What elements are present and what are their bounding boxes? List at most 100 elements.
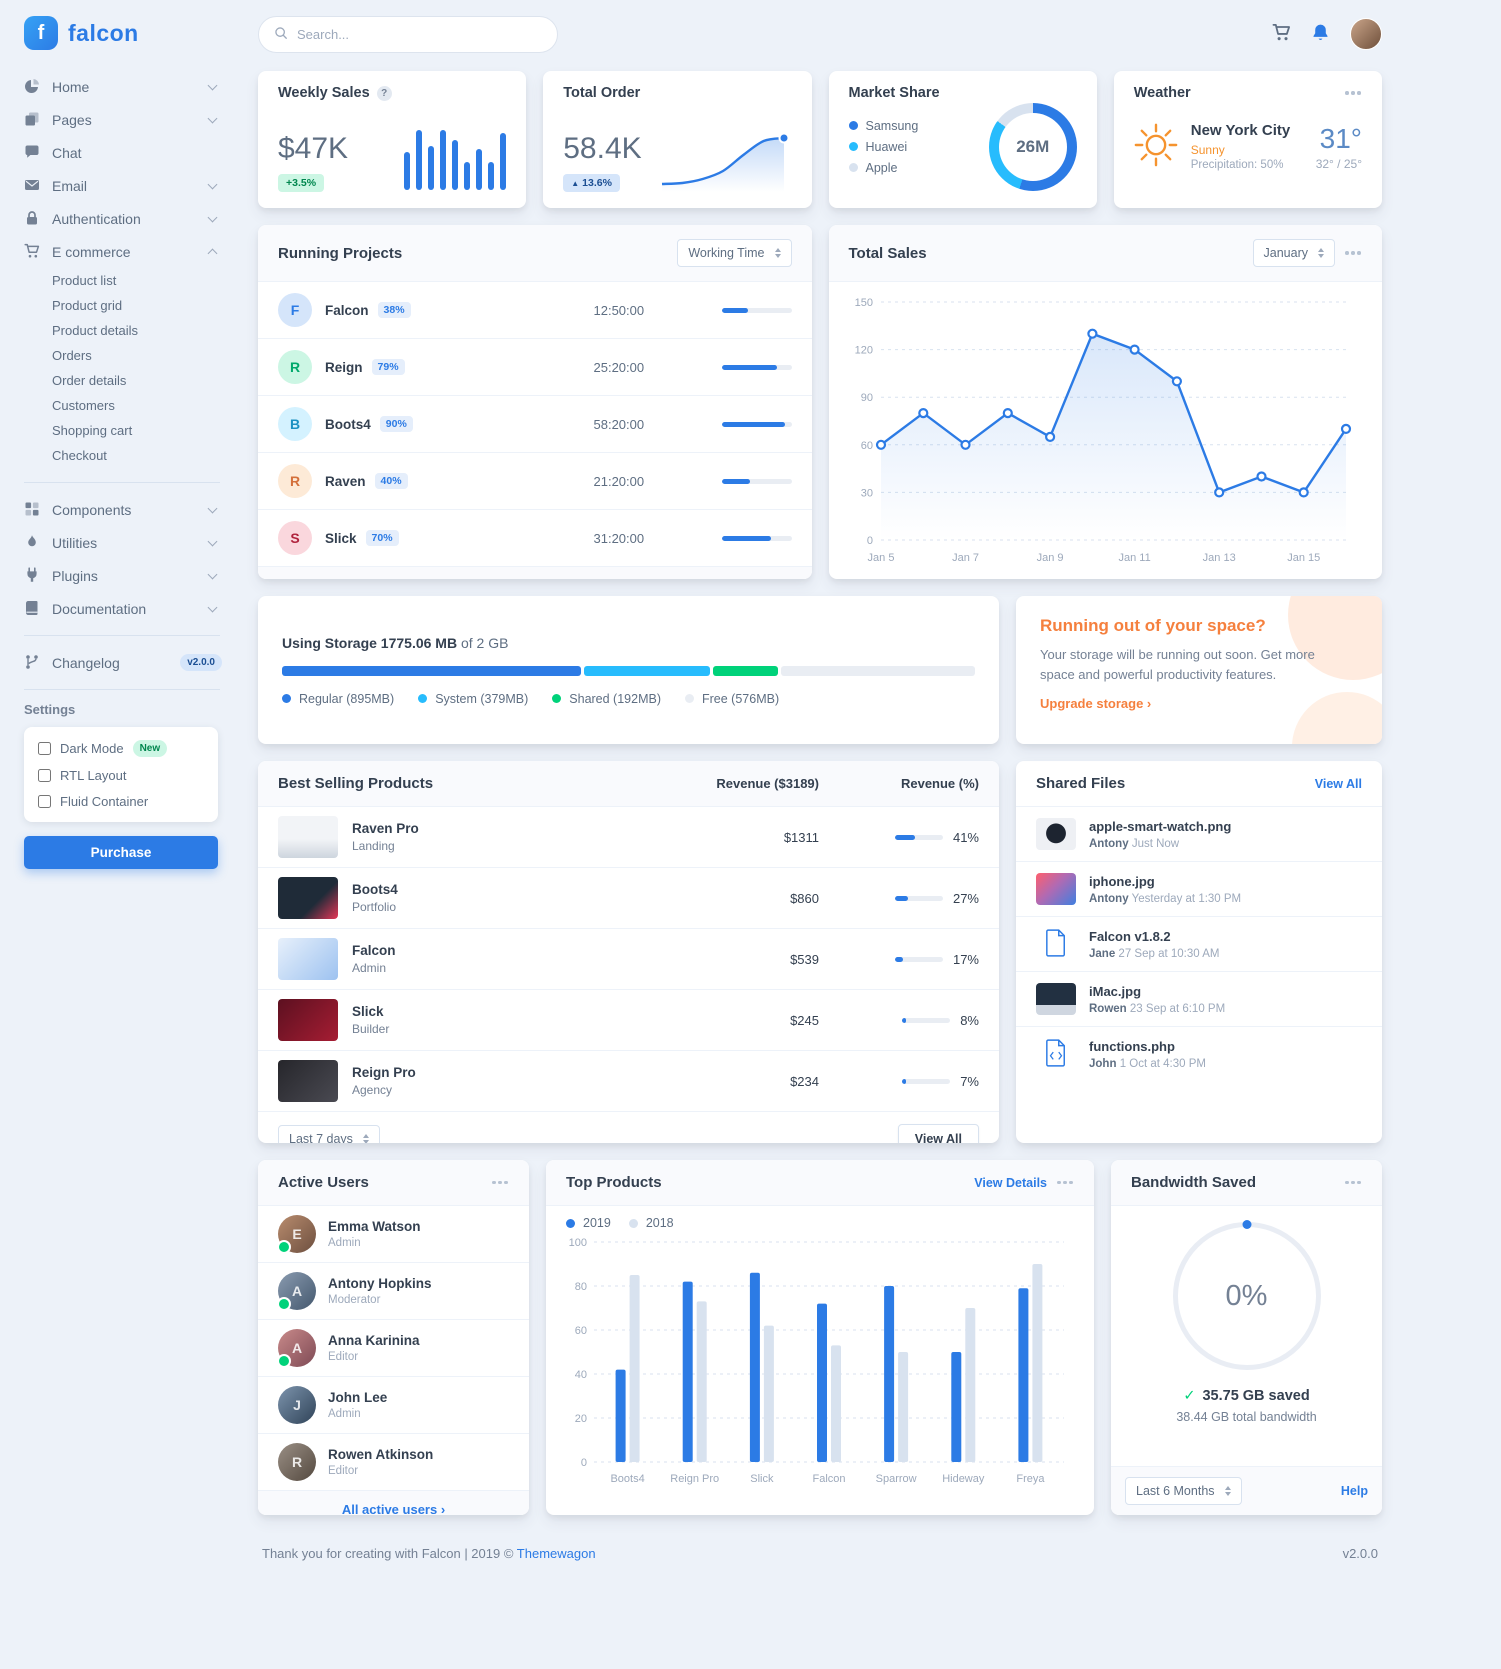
user-name-link[interactable]: Anna Karinina (328, 1333, 420, 1348)
svg-text:Jan 7: Jan 7 (952, 552, 979, 564)
sidebar-item-home[interactable]: Home (24, 70, 226, 103)
product-name-link[interactable]: Raven Pro (352, 821, 419, 836)
brand-logo[interactable]: f falcon (24, 16, 226, 50)
rtl-layout-option[interactable]: RTL Layout (38, 768, 204, 783)
active-users-menu-button[interactable] (492, 1180, 509, 1185)
user-avatar[interactable]: R (278, 1443, 316, 1481)
product-name-link[interactable]: Boots4 (352, 882, 398, 897)
upgrade-storage-link[interactable]: Upgrade storage › (1040, 696, 1152, 711)
sidebar-item-email[interactable]: Email (24, 169, 226, 202)
file-user: Antony (1089, 892, 1129, 905)
project-name-link[interactable]: Falcon (325, 302, 369, 318)
sidebar-item-orders[interactable]: Orders (52, 348, 92, 363)
user-name-link[interactable]: John Lee (328, 1390, 388, 1405)
file-thumbnail[interactable] (1036, 1038, 1076, 1070)
fluid-container-option[interactable]: Fluid Container (38, 794, 204, 809)
file-name-link[interactable]: iphone.jpg (1089, 873, 1155, 889)
product-name-link[interactable]: Falcon (352, 943, 396, 958)
month-select[interactable]: January (1252, 239, 1335, 267)
sidebar-item-product-details[interactable]: Product details (52, 323, 138, 338)
project-name-link[interactable]: Raven (325, 473, 366, 489)
file-thumbnail[interactable] (1036, 818, 1076, 850)
storage-label: Using Storage (282, 634, 377, 651)
product-name-link[interactable]: Reign Pro (352, 1065, 416, 1080)
product-thumbnail[interactable] (278, 1060, 338, 1102)
product-thumbnail[interactable] (278, 999, 338, 1041)
file-time: 1 Oct at 4:30 PM (1119, 1057, 1206, 1070)
file-thumbnail[interactable] (1036, 873, 1076, 905)
sidebar-item-authentication[interactable]: Authentication (24, 202, 226, 235)
card-title: Shared Files (1036, 775, 1126, 792)
project-time: 25:20:00 (593, 359, 645, 375)
user-name-link[interactable]: Emma Watson (328, 1219, 421, 1234)
weather-menu-button[interactable] (1345, 91, 1362, 95)
legend-label: Shared (192MB) (569, 691, 661, 706)
notifications-button[interactable] (1311, 23, 1330, 45)
sidebar-item-plugins[interactable]: Plugins (24, 559, 226, 592)
all-active-users-link[interactable]: All active users › (341, 1502, 446, 1515)
user-avatar[interactable]: A (277, 1329, 316, 1368)
rtl-layout-checkbox[interactable] (38, 769, 51, 782)
sidebar-item-pages[interactable]: Pages (24, 103, 226, 136)
sidebar-item-checkout[interactable]: Checkout (52, 448, 107, 463)
revenue-percent-column-header: Revenue (%) (900, 776, 979, 791)
date-range-select[interactable]: Last 7 days (278, 1125, 380, 1143)
product-category[interactable]: Builder (352, 1022, 390, 1036)
help-icon[interactable]: ? (376, 85, 392, 101)
product-thumbnail[interactable] (278, 877, 338, 919)
user-avatar[interactable] (1350, 18, 1382, 50)
sidebar-item-product-list[interactable]: Product list (52, 273, 117, 288)
user-avatar[interactable]: E (277, 1215, 316, 1254)
sidebar-item-changelog[interactable]: Changelog v2.0.0 (24, 646, 226, 679)
product-category[interactable]: Agency (352, 1083, 393, 1097)
sidebar-item-components[interactable]: Components (24, 493, 226, 526)
product-thumbnail[interactable] (278, 938, 338, 980)
card-title: Total Order (563, 85, 641, 101)
view-all-files-link[interactable]: View All (1314, 776, 1362, 791)
fluid-container-checkbox[interactable] (38, 795, 51, 808)
project-name-link[interactable]: Reign (325, 359, 363, 375)
help-link[interactable]: Help (1340, 1484, 1368, 1498)
bandwidth-total: 38.44 GB total bandwidth (1176, 1410, 1317, 1424)
file-name-link[interactable]: apple-smart-watch.png (1089, 818, 1232, 834)
dark-mode-checkbox[interactable] (38, 742, 51, 755)
view-all-button[interactable]: View All (897, 1124, 979, 1143)
bandwidth-menu-button[interactable] (1345, 1180, 1362, 1185)
user-name-link[interactable]: Rowen Atkinson (328, 1447, 434, 1462)
cart-button[interactable] (1272, 23, 1291, 45)
sidebar-item-shopping-cart[interactable]: Shopping cart (52, 423, 133, 438)
sidebar-item-customers[interactable]: Customers (52, 398, 115, 413)
product-category[interactable]: Admin (352, 961, 387, 975)
dark-mode-option[interactable]: Dark Mode New (38, 740, 204, 757)
user-avatar[interactable]: J (278, 1386, 316, 1424)
working-time-select[interactable]: Working Time (677, 239, 792, 267)
file-name-link[interactable]: Falcon v1.8.2 (1089, 928, 1171, 944)
file-name-link[interactable]: iMac.jpg (1089, 983, 1142, 999)
product-name-link[interactable]: Slick (352, 1004, 384, 1019)
purchase-button[interactable]: Purchase (24, 836, 218, 869)
file-thumbnail[interactable] (1036, 928, 1076, 960)
footer-brand-link[interactable]: Themewagon (516, 1546, 596, 1561)
project-name-link[interactable]: Slick (325, 530, 357, 546)
view-details-link[interactable]: View Details (974, 1175, 1047, 1190)
sidebar-item-chat[interactable]: Chat (24, 136, 226, 169)
sidebar-item-order-details[interactable]: Order details (52, 373, 127, 388)
total-sales-menu-button[interactable] (1345, 251, 1362, 255)
sidebar-item-documentation[interactable]: Documentation (24, 592, 226, 625)
sidebar-item-product-grid[interactable]: Product grid (52, 298, 123, 313)
show-all-projects-link[interactable]: Show all projects › (477, 578, 592, 579)
file-name-link[interactable]: functions.php (1089, 1038, 1175, 1054)
sidebar-item-utilities[interactable]: Utilities (24, 526, 226, 559)
sidebar-item-ecommerce[interactable]: E commerce (24, 235, 226, 268)
search-box[interactable] (258, 15, 558, 53)
top-products-menu-button[interactable] (1057, 1180, 1074, 1185)
search-input[interactable] (297, 26, 542, 42)
project-name-link[interactable]: Boots4 (325, 416, 371, 432)
period-select[interactable]: Last 6 Months (1125, 1477, 1242, 1505)
product-thumbnail[interactable] (278, 816, 338, 858)
user-avatar[interactable]: A (277, 1272, 316, 1311)
file-thumbnail[interactable] (1036, 983, 1076, 1015)
user-name-link[interactable]: Antony Hopkins (328, 1276, 432, 1291)
product-category[interactable]: Portfolio (352, 900, 397, 914)
product-category[interactable]: Landing (352, 839, 395, 853)
